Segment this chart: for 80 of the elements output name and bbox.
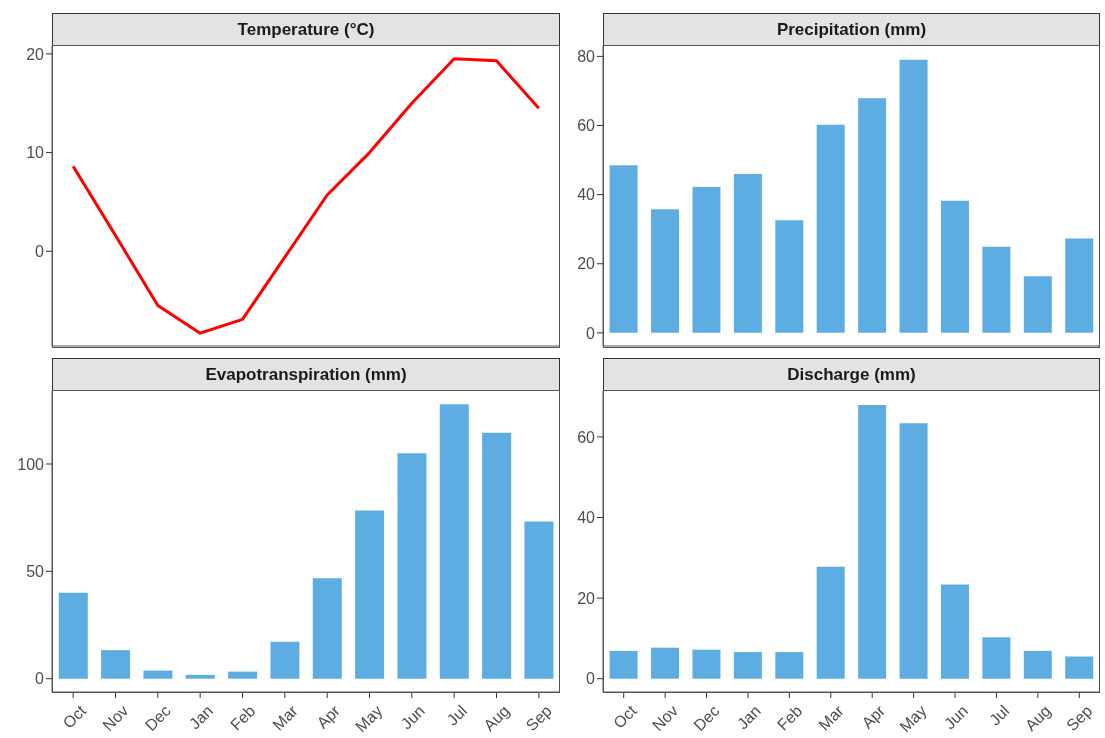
x-tick-label: May bbox=[896, 702, 930, 736]
chart-title: Evapotranspiration (mm) bbox=[52, 358, 560, 391]
x-tick-label: Aug bbox=[1021, 702, 1054, 735]
bar bbox=[397, 453, 427, 679]
x-tick-label: Jul bbox=[986, 702, 1013, 729]
y-tick-label: 0 bbox=[586, 670, 596, 688]
x-tick-label: Dec bbox=[141, 702, 174, 735]
y-tick-label: 0 bbox=[35, 670, 45, 688]
x-tick-label: Nov bbox=[649, 702, 682, 735]
x-tick-label: Sep bbox=[1063, 701, 1096, 735]
y-tick-label: 60 bbox=[577, 117, 596, 135]
bar bbox=[143, 670, 173, 679]
bar bbox=[609, 165, 638, 333]
y-tick-label: 20 bbox=[26, 45, 45, 63]
x-tick-label: May bbox=[352, 702, 386, 736]
bar bbox=[733, 652, 762, 679]
x-tick-label: Mar bbox=[269, 701, 302, 734]
bar bbox=[355, 510, 385, 679]
bar bbox=[775, 220, 804, 333]
bar bbox=[312, 578, 342, 679]
chart-title: Discharge (mm) bbox=[603, 358, 1100, 391]
x-tick-label: Apr bbox=[313, 701, 344, 732]
bar bbox=[899, 423, 928, 679]
x-tick-label: Nov bbox=[99, 702, 132, 735]
y-tick-label: 0 bbox=[35, 242, 45, 260]
bar bbox=[270, 641, 300, 679]
bar bbox=[775, 652, 804, 679]
x-tick-label: Jun bbox=[397, 702, 428, 733]
x-tick-label: Jan bbox=[185, 702, 217, 733]
x-tick-label: Jan bbox=[733, 702, 764, 733]
chart-title: Temperature (°C) bbox=[52, 13, 560, 46]
bar bbox=[185, 674, 215, 679]
x-tick-label: Dec bbox=[690, 702, 723, 735]
bar bbox=[1023, 276, 1052, 333]
bar bbox=[858, 405, 887, 679]
bar bbox=[692, 187, 721, 333]
bar bbox=[940, 584, 969, 679]
line-series bbox=[71, 57, 541, 335]
bar bbox=[651, 209, 680, 333]
bar bbox=[899, 59, 928, 333]
x-tick-label: Jul bbox=[443, 702, 471, 729]
y-tick-label: 60 bbox=[577, 428, 596, 446]
x-tick-label: Mar bbox=[815, 701, 848, 734]
bar bbox=[692, 649, 721, 679]
bar bbox=[982, 246, 1011, 333]
x-tick-label: Oct bbox=[610, 701, 641, 732]
y-tick-label: 20 bbox=[577, 589, 596, 607]
y-tick-label: 40 bbox=[577, 509, 596, 527]
y-tick-label: 50 bbox=[26, 563, 45, 581]
bar bbox=[816, 124, 845, 333]
bar bbox=[733, 173, 762, 333]
bar bbox=[858, 98, 887, 333]
chart-title: Precipitation (mm) bbox=[603, 13, 1100, 46]
x-tick-label: Apr bbox=[858, 701, 889, 732]
y-tick-label: 0 bbox=[586, 324, 596, 342]
x-tick-label: Feb bbox=[227, 701, 259, 734]
y-tick-label: 80 bbox=[577, 48, 596, 66]
bar bbox=[609, 650, 638, 679]
bar bbox=[439, 404, 469, 679]
x-tick-label: Jun bbox=[940, 702, 972, 733]
bar bbox=[1065, 238, 1094, 333]
x-tick-label: Sep bbox=[522, 701, 555, 735]
bar bbox=[482, 432, 512, 679]
bar bbox=[58, 592, 88, 679]
x-tick-label: Feb bbox=[773, 701, 806, 734]
bar bbox=[1065, 656, 1094, 679]
bar bbox=[982, 637, 1011, 679]
bar bbox=[524, 521, 554, 679]
bar bbox=[651, 647, 680, 679]
bar bbox=[940, 200, 969, 333]
y-tick-label: 100 bbox=[17, 455, 45, 473]
bar bbox=[228, 671, 258, 679]
y-tick-label: 20 bbox=[577, 255, 596, 273]
bar bbox=[101, 650, 131, 679]
bar bbox=[816, 566, 845, 679]
x-tick-label: Oct bbox=[59, 701, 90, 732]
y-tick-label: 10 bbox=[26, 144, 45, 162]
y-tick-label: 40 bbox=[577, 186, 596, 204]
x-tick-label: Aug bbox=[480, 702, 513, 735]
bar bbox=[1023, 650, 1052, 679]
